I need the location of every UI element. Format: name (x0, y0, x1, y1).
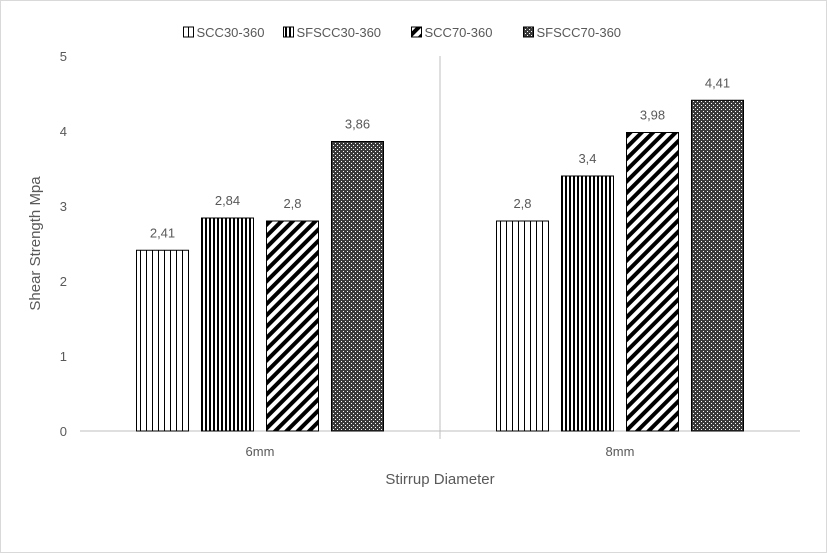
y-tick-label: 0 (60, 424, 67, 439)
axes: 0 1 2 3 4 5 6mm 8mm Stirrup Diameter Shear Streng… (27, 49, 800, 488)
bar (561, 175, 614, 432)
legend-swatch (523, 26, 534, 38)
bars (136, 99, 744, 432)
legend-item: SFSCC30-360 (283, 25, 382, 40)
x-axis-title: Stirrup Diameter (385, 471, 494, 488)
data-label: 3,4 (578, 151, 596, 166)
y-tick-label: 1 (60, 349, 67, 364)
bar (691, 99, 744, 432)
legend-swatch (183, 26, 194, 38)
bar (266, 220, 319, 432)
legend-label: SFSCC70-360 (537, 25, 622, 40)
bar (331, 141, 384, 432)
legend-swatch (411, 26, 422, 38)
y-tick-label: 5 (60, 49, 67, 64)
y-axis-title: Shear Strength Mpa (27, 176, 44, 311)
data-label: 3,98 (640, 108, 665, 123)
data-label: 3,86 (345, 117, 370, 132)
bar (136, 249, 189, 432)
y-tick-label: 4 (60, 124, 67, 139)
legend-item: SCC70-360 (411, 25, 493, 40)
data-label: 2,8 (513, 196, 531, 211)
data-label: 2,8 (283, 196, 301, 211)
data-label: 2,84 (215, 193, 240, 208)
x-tick-label: 6mm (246, 444, 275, 459)
legend-swatch (283, 26, 294, 38)
data-label: 2,41 (150, 225, 175, 240)
legend-label: SCC70-360 (425, 25, 493, 40)
legend-item: SFSCC70-360 (523, 25, 622, 40)
y-tick-label: 2 (60, 274, 67, 289)
legend-label: SCC30-360 (197, 25, 265, 40)
x-tick-label: 8mm (606, 444, 635, 459)
y-tick-label: 3 (60, 199, 67, 214)
legend: SCC30-360 SFSCC30-360 SCC70-360 SFSCC70-360 (183, 25, 622, 40)
bar (496, 220, 549, 432)
data-labels: 2,41 2,84 2,8 3,86 2,8 3,4 3,98 4,41 (150, 75, 730, 240)
legend-label: SFSCC30-360 (297, 25, 382, 40)
data-label: 4,41 (705, 75, 730, 90)
bar (201, 217, 254, 432)
bar (626, 132, 679, 432)
legend-item: SCC30-360 (183, 25, 265, 40)
